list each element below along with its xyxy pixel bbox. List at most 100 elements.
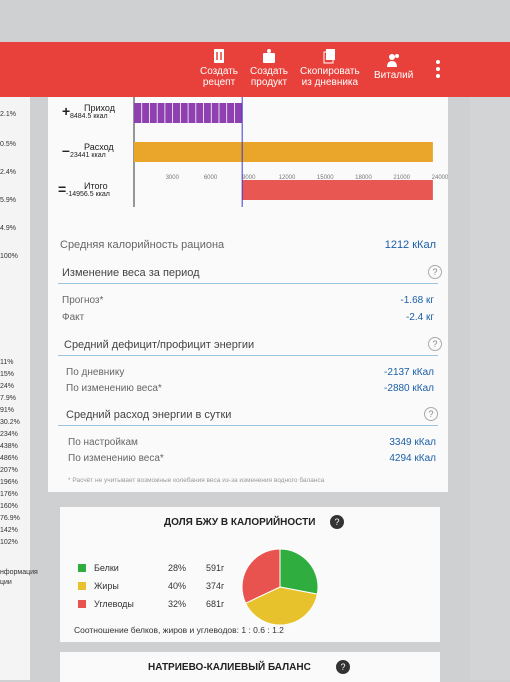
- pie-slice: [244, 586, 318, 626]
- left-footer-line: ции: [0, 579, 12, 586]
- help-icon[interactable]: ?: [428, 337, 442, 351]
- legend-grams: 681г: [206, 599, 225, 609]
- help-icon[interactable]: ?: [330, 515, 344, 529]
- left-pct: 234%: [0, 431, 18, 438]
- create-recipe-line1: Создать: [200, 66, 239, 77]
- create-product-line1: Создать: [250, 66, 289, 77]
- user-menu-button[interactable]: Виталий: [374, 52, 413, 81]
- legend-grams: 591г: [206, 563, 225, 573]
- left-pct: 4.9%: [0, 225, 16, 232]
- help-icon[interactable]: ?: [428, 265, 442, 279]
- divider: [58, 283, 438, 284]
- x-tick-label: 3000: [166, 175, 180, 181]
- chart-row-sign: +: [62, 103, 71, 119]
- x-tick-label: 15000: [317, 175, 334, 181]
- copy-diary-line1: Скопировать: [300, 66, 360, 77]
- left-pct: 102%: [0, 539, 18, 546]
- left-pct: 207%: [0, 467, 18, 474]
- actual-label: Факт: [62, 312, 85, 323]
- x-tick-label: 6000: [204, 175, 218, 181]
- divider: [58, 425, 438, 426]
- pie-slice: [241, 548, 281, 604]
- by-settings-value: 3349 кКал: [389, 437, 436, 448]
- legend-pct: 32%: [168, 599, 187, 609]
- energy-balance-chart: 3000 6000 9000 12000 15000 18000 21000 24000 + …: [48, 97, 449, 215]
- left-pct: 2.4%: [0, 169, 16, 176]
- by-diary-label: По дневнику: [66, 367, 125, 378]
- help-icon[interactable]: ?: [424, 407, 438, 421]
- legend-swatch: [78, 564, 86, 572]
- user-name: Виталий: [374, 70, 414, 81]
- chart-row-label: = Итого -14956.5 ккал: [58, 181, 110, 198]
- left-pct: 438%: [0, 443, 18, 450]
- create-product-button[interactable]: Создать продукт: [250, 48, 288, 88]
- by-weight-exp-label: По изменению веса*: [68, 453, 164, 464]
- chart-row-name: Приход: [84, 103, 115, 113]
- left-pct: 176%: [0, 491, 18, 498]
- x-tick-label: 24000: [432, 175, 448, 181]
- right-margin: [470, 97, 510, 680]
- chart-row-value: 8484.5 ккал: [70, 113, 108, 120]
- pie-slice: [279, 548, 319, 595]
- x-tick-label: 12000: [279, 175, 296, 181]
- expenditure-header: Средний расход энергии в сутки: [66, 409, 232, 421]
- left-stats-column: 2.1% 0.5% 2.4% 5.9% 4.9% 100% 11% 15% 24% 7…: [0, 97, 38, 680]
- energy-summary-card: 3000 6000 9000 12000 15000 18000 21000 24000 + …: [48, 97, 449, 492]
- energy-chart-svg: 3000 6000 9000 12000 15000 18000 21000 24000: [133, 97, 449, 207]
- chart-row-value: 23441 ккал: [70, 152, 106, 159]
- avg-calories-label: Средняя калорийность рациона: [60, 239, 225, 251]
- left-pct: 76.9%: [0, 515, 20, 522]
- copy-diary-button[interactable]: Скопировать из дневника: [300, 48, 360, 88]
- legend-swatch: [78, 582, 86, 590]
- by-weight-value: -2880 кКал: [384, 383, 434, 394]
- product-icon: [263, 49, 275, 63]
- x-tick-label: 9000: [242, 175, 256, 181]
- left-pct: 2.1%: [0, 111, 16, 118]
- left-pct: 486%: [0, 455, 18, 462]
- left-pct: 160%: [0, 503, 18, 510]
- left-pct: 0.5%: [0, 141, 16, 148]
- more-menu-icon[interactable]: [436, 60, 440, 81]
- deficit-header: Средний дефицит/профицит энергии: [64, 339, 255, 351]
- chart-row-sign: =: [58, 181, 67, 197]
- by-weight-label: По изменению веса*: [66, 383, 162, 394]
- macros-title: ДОЛЯ БЖУ В КАЛОРИЙНОСТИ: [164, 517, 316, 528]
- macros-card: ДОЛЯ БЖУ В КАЛОРИЙНОСТИ ? Белки 28% 591г Жи…: [60, 507, 440, 642]
- actual-value: -2.4 кг: [405, 312, 434, 323]
- left-pct: 15%: [0, 371, 15, 378]
- chart-row-value: -14956.5 ккал: [66, 191, 110, 198]
- chart-row-label: – Расход 23441 ккал: [62, 142, 114, 159]
- legend-swatch: [78, 600, 86, 608]
- chart-row-sign: –: [62, 142, 70, 158]
- by-settings-label: По настройкам: [68, 437, 138, 448]
- chart-row-name: Итого: [84, 181, 108, 191]
- legend-pct: 28%: [168, 563, 187, 573]
- left-pct: 11%: [0, 359, 14, 366]
- left-footer-line: нформация: [0, 569, 38, 576]
- legend-grams: 374г: [206, 581, 225, 591]
- sodium-title: НАТРИЕВО-КАЛИЕВЫЙ БАЛАНС: [148, 662, 311, 673]
- macros-pie-chart: [241, 548, 319, 626]
- left-pct: 24%: [0, 383, 15, 390]
- help-icon[interactable]: ?: [336, 660, 350, 674]
- legend-pct: 40%: [168, 581, 187, 591]
- x-tick-label: 18000: [355, 175, 372, 181]
- create-product-line2: продукт: [250, 77, 288, 88]
- left-pct: 196%: [0, 479, 18, 486]
- legend-label: Жиры: [94, 581, 119, 591]
- footnote: * Расчёт не учитывает возможные колебани…: [68, 477, 325, 484]
- copy-icon: [323, 49, 335, 64]
- sodium-card: НАТРИЕВО-КАЛИЕВЫЙ БАЛАНС ?: [60, 652, 440, 682]
- fork-knife-icon: [214, 49, 224, 63]
- left-pct: 91%: [0, 407, 15, 414]
- left-pct: 100%: [0, 253, 18, 260]
- left-pct: 7.9%: [0, 395, 16, 402]
- chart-row-name: Расход: [84, 142, 114, 152]
- legend-label: Белки: [94, 563, 119, 573]
- by-diary-value: -2137 кКал: [384, 367, 434, 378]
- left-pct: 142%: [0, 527, 18, 534]
- forecast-label: Прогноз*: [62, 295, 104, 306]
- divider: [58, 355, 438, 356]
- create-recipe-button[interactable]: Создать рецепт: [200, 48, 238, 88]
- top-toolbar: Создать рецепт Создать продукт Скопирова…: [0, 42, 510, 97]
